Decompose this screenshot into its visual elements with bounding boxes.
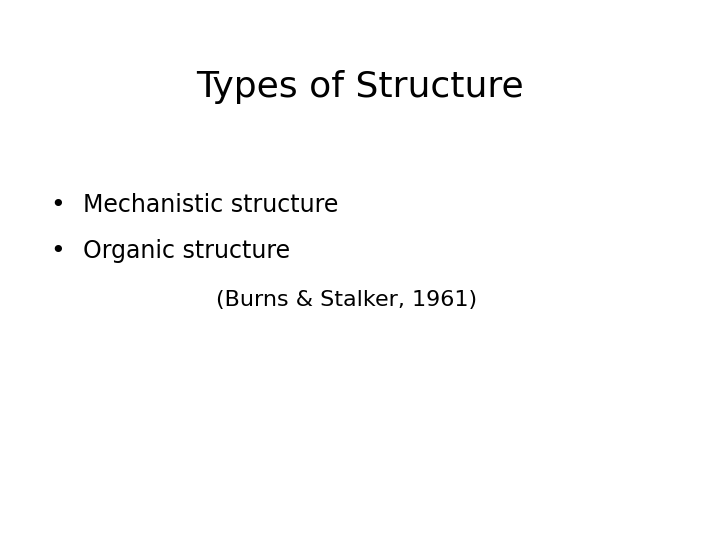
Text: (Burns & Stalker, 1961): (Burns & Stalker, 1961) [216,289,477,310]
Text: •: • [50,193,65,217]
Text: Types of Structure: Types of Structure [196,70,524,104]
Text: Mechanistic structure: Mechanistic structure [83,193,338,217]
Text: •: • [50,239,65,263]
Text: Organic structure: Organic structure [83,239,290,263]
